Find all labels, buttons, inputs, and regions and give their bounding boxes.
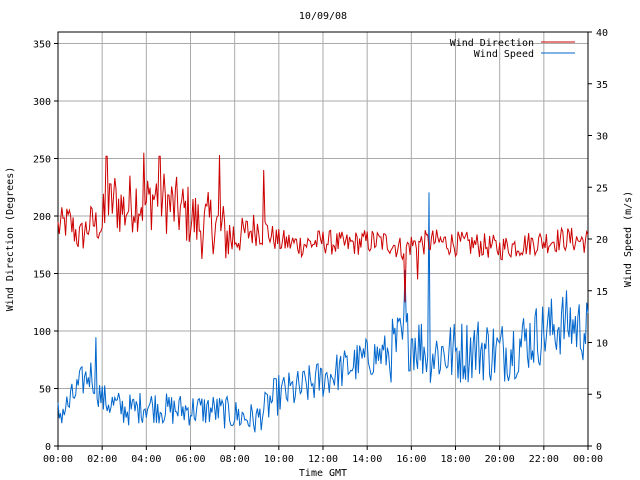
y-right-tick-label: 35: [596, 80, 608, 91]
y-left-tick-label: 150: [33, 270, 51, 281]
legend-label-wind-speed: Wind Speed: [474, 49, 534, 60]
x-tick-label: 06:00: [175, 454, 205, 465]
y-right-tick-label: 25: [596, 183, 608, 194]
x-tick-label: 00:00: [573, 454, 603, 465]
y-left-tick-label: 0: [45, 442, 51, 453]
y-right-tick-label: 10: [596, 339, 608, 350]
y-left-tick-label: 250: [33, 155, 51, 166]
series-line-wind-direction: [57, 152, 589, 303]
legend: Wind Direction Wind Speed: [450, 38, 575, 60]
y-left-tick-label: 300: [33, 97, 51, 108]
y-right-tick-label: 40: [596, 28, 608, 39]
x-axis-label: Time GMT: [299, 468, 347, 479]
x-tick-label: 00:00: [43, 454, 73, 465]
x-tick-label: 22:00: [529, 454, 559, 465]
x-tick-label: 08:00: [220, 454, 250, 465]
y-right-tick-label: 30: [596, 132, 608, 143]
x-tick-label: 20:00: [485, 454, 515, 465]
x-tick-label: 12:00: [308, 454, 338, 465]
y-left-axis-ticks: 0 50 100 150 200 250 300 350: [33, 40, 58, 453]
x-tick-label: 14:00: [352, 454, 382, 465]
y-left-tick-label: 100: [33, 327, 51, 338]
legend-label-wind-direction: Wind Direction: [450, 38, 534, 49]
y-right-axis-ticks: 0 5 10 15 20 25 30 35 40: [588, 28, 608, 453]
x-tick-label: 18:00: [440, 454, 470, 465]
y-left-tick-label: 200: [33, 212, 51, 223]
y-right-tick-label: 0: [596, 442, 602, 453]
x-axis-ticks: 00:00 02:00 04:00 06:00 08:00 10:00 12:00 14:00…: [43, 446, 603, 465]
y-left-tick-label: 50: [39, 385, 51, 396]
y-right-tick-label: 20: [596, 235, 608, 246]
y-right-tick-label: 5: [596, 390, 602, 401]
x-tick-label: 02:00: [87, 454, 117, 465]
y-left-tick-label: 350: [33, 40, 51, 51]
x-tick-label: 10:00: [264, 454, 294, 465]
chart-title: 10/09/08: [299, 11, 347, 22]
series-line-wind-speed: [57, 192, 589, 433]
grid-lines: [58, 32, 588, 446]
x-tick-label: 16:00: [396, 454, 426, 465]
x-tick-label: 04:00: [131, 454, 161, 465]
y-right-axis-label: Wind Speed (m/s): [623, 191, 634, 287]
y-right-tick-label: 15: [596, 287, 608, 298]
y-left-axis-label: Wind Direction (Degrees): [5, 167, 16, 312]
